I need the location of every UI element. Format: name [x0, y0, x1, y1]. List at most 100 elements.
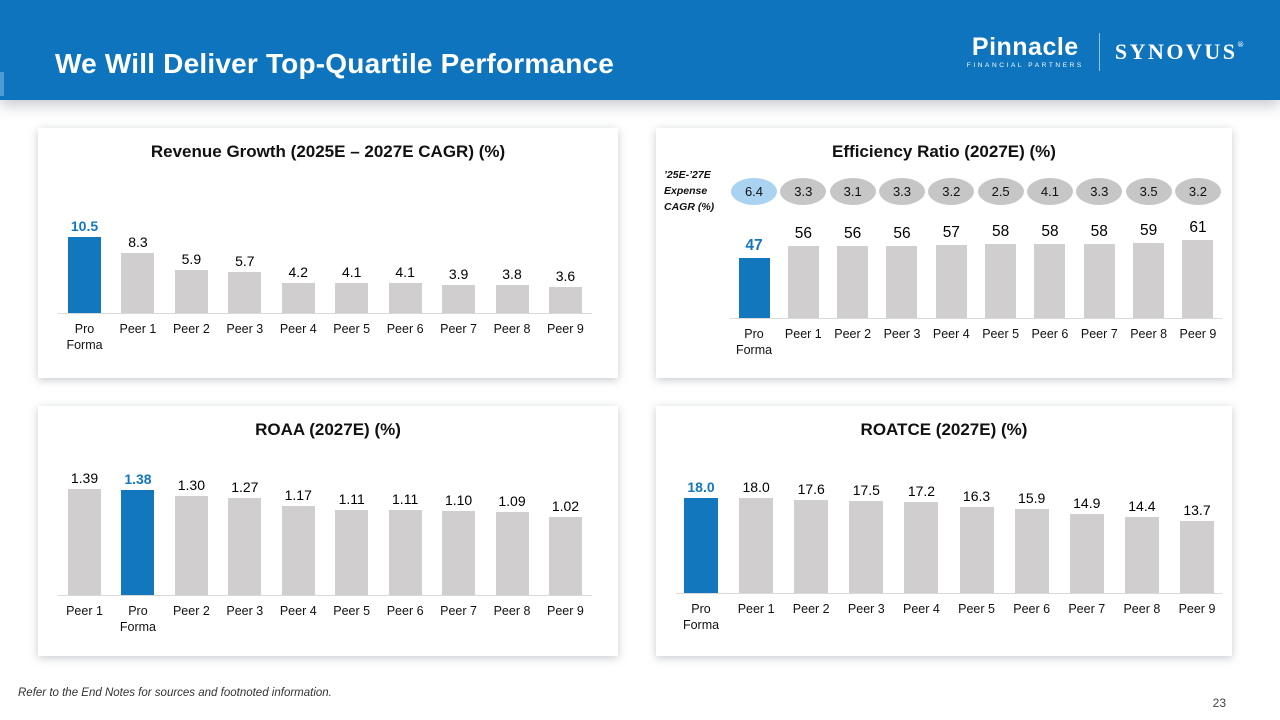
x-axis-label: Pro Forma: [66, 322, 103, 353]
bar-column: 4.2: [272, 172, 325, 313]
x-axis-labels: Pro Forma Peer 1 Peer 2 Peer 3 Peer 4 Peer 5 P…: [58, 321, 592, 354]
slide-title: We Will Deliver Top-Quartile Performance: [55, 48, 615, 79]
x-axis-label: Peer 9: [547, 322, 584, 336]
synovus-logo: SYNOVUS ®: [1115, 39, 1246, 65]
bar-peer-6: [1014, 509, 1049, 593]
bar-value-label: 14.9: [1073, 495, 1101, 511]
bar-value-label: 1.39: [70, 470, 99, 486]
bar-peer-4: [904, 502, 939, 593]
bar-column: 3.6: [539, 172, 592, 313]
chart-plot-area: 1.39 1.38 1.30 1.27 1.17 1.11 1.11 1.10 1.09 1.02…: [58, 450, 592, 636]
x-axis-label: Peer 8: [1130, 327, 1168, 341]
page-number: 23: [1212, 696, 1226, 710]
bar-column: 1.11: [325, 450, 378, 595]
bar-column: 5.9: [165, 172, 218, 313]
bar-value-label: 56: [844, 225, 862, 242]
x-axis-label: Peer 9: [1179, 327, 1217, 341]
bar-value-label: 18.0: [687, 479, 715, 495]
bar-peer-3: [849, 501, 884, 593]
bar-value-label: 1.27: [231, 479, 259, 495]
pinnacle-tagline: FINANCIAL PARTNERS: [966, 61, 1084, 69]
bars-row: 1.39 1.38 1.30 1.27 1.17 1.11 1.11 1.10 1.09 1.02: [58, 450, 592, 596]
bar-value-label: 3.9: [448, 266, 469, 282]
bar-column: 2.5 58: [977, 172, 1025, 318]
bar-peer-8: [1133, 243, 1165, 318]
bar-column: 1.10: [432, 450, 485, 595]
registered-mark: ®: [1237, 40, 1246, 49]
bar-peer-3: [886, 246, 918, 318]
logo-group: Pinnacle FINANCIAL PARTNERS SYNOVUS ®: [967, 28, 1246, 76]
expense-cagr-axis-label: ’25E-’27E Expense CAGR (%): [664, 168, 730, 215]
bar-peer-5: [959, 507, 994, 593]
bar-peer-5: [335, 283, 369, 313]
bar-value-label: 3.6: [555, 268, 576, 284]
logo-divider: [1098, 33, 1100, 71]
x-axis-label: Peer 4: [279, 604, 317, 618]
bar-peer-6: [388, 283, 422, 313]
chart-card-revenue-growth: Revenue Growth (2025E – 2027E CAGR) (%) …: [38, 128, 618, 378]
bar-peer-2: [794, 500, 829, 593]
bar-pro-forma: [684, 498, 718, 593]
bar-value-label: 1.10: [444, 492, 473, 508]
bars-row: 6.4 47 3.3 56 3.1 56 3.3 56 3.2 57 2.5 58 4.1 58 3.3 58…: [730, 172, 1222, 319]
expense-cagr-label-line: ’25E-’27E: [664, 169, 711, 181]
chart-card-roaa: ROAA (2027E) (%) 1.39 1.38 1.30 1.27 1.17 1.1…: [38, 406, 618, 656]
x-axis-label: Peer 2: [834, 327, 872, 341]
bar-column: 1.17: [272, 450, 325, 595]
bar-column: 3.8: [486, 172, 539, 313]
expense-cagr-badge: 6.4: [731, 178, 777, 205]
x-axis-label: Peer 7: [440, 604, 477, 618]
expense-cagr-badge: 3.2: [1174, 178, 1221, 205]
bar-peer-8: [495, 512, 529, 595]
x-axis-label: Peer 5: [333, 604, 371, 618]
bar-column: 17.6: [786, 450, 836, 593]
x-axis-label: Pro Forma: [682, 602, 720, 633]
bar-peer-2: [174, 270, 208, 313]
x-axis-label: Peer 5: [333, 322, 371, 336]
chart-title: ROATCE (2027E) (%): [860, 420, 1028, 439]
x-axis-label: Peer 1: [784, 327, 822, 341]
bar-value-label: 17.5: [852, 482, 880, 498]
bar-value-label: 1.02: [551, 498, 580, 514]
pinnacle-logo: Pinnacle FINANCIAL PARTNERS: [966, 34, 1084, 70]
chart-title: ROAA (2027E) (%): [255, 420, 401, 439]
bar-value-label: 4.2: [288, 264, 308, 280]
x-axis-label: Peer 6: [386, 322, 424, 336]
expense-cagr-label-line: Expense: [664, 184, 708, 197]
x-axis-label: Peer 2: [792, 602, 830, 616]
x-axis-label: Peer 8: [493, 604, 531, 618]
bar-column: 4.1: [379, 172, 432, 313]
bar-value-label: 61: [1189, 219, 1207, 236]
bar-column: 18.0: [676, 450, 726, 593]
bar-column: 15.9: [1007, 450, 1057, 593]
endnote-text: Refer to the End Notes for sources and f…: [18, 687, 332, 699]
bar-column: 1.09: [486, 450, 539, 595]
expense-cagr-badge: 3.5: [1125, 178, 1172, 205]
bar-value-label: 3.8: [502, 266, 522, 282]
bar-peer-7: [442, 511, 476, 595]
bar-column: 17.2: [896, 450, 946, 593]
expense-cagr-badge: 4.1: [1026, 178, 1073, 205]
synovus-wordmark: SYNOVUS: [1114, 39, 1238, 64]
bar-value-label: 4.1: [341, 264, 362, 280]
bars-row: 10.5 8.3 5.9 5.7 4.2 4.1 4.1 3.9 3.8 3.6: [58, 172, 592, 314]
x-axis-label: Peer 3: [226, 604, 264, 618]
bar-value-label: 15.9: [1018, 490, 1046, 506]
bar-value-label: 47: [745, 237, 763, 254]
bar-value-label: 58: [1090, 223, 1108, 240]
expense-cagr-badge: 3.1: [829, 178, 876, 205]
x-axis-label: Peer 1: [119, 322, 157, 336]
x-axis-label: Peer 9: [1178, 602, 1216, 616]
bar-peer-4: [281, 283, 315, 313]
bar-column: 1.38: [111, 450, 164, 595]
bar-peer-8: [495, 285, 529, 313]
x-axis-labels: Pro Forma Peer 1 Peer 2 Peer 3 Peer 4 Peer 5 P…: [730, 326, 1222, 359]
bar-value-label: 1.11: [338, 491, 365, 507]
bar-column: 10.5: [58, 172, 111, 313]
bar-column: 6.4 47: [730, 172, 778, 318]
bar-column: 3.3 58: [1075, 172, 1123, 318]
bar-value-label: 1.11: [392, 491, 419, 507]
x-axis-label: Peer 8: [1123, 602, 1161, 616]
bar-peer-1: [121, 253, 155, 313]
bar-column: 3.1 56: [829, 172, 877, 318]
